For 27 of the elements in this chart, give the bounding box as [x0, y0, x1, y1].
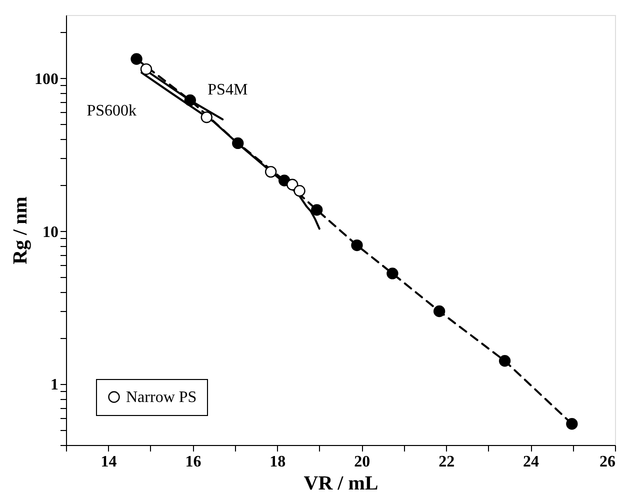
point — [130, 53, 142, 65]
y-tick-label: 1 — [50, 376, 58, 394]
y-axis-title: Rg / nm — [10, 196, 32, 264]
x-tick-label: 14 — [100, 454, 117, 470]
point — [433, 305, 446, 318]
x-tick-label: 20 — [354, 454, 370, 470]
x-tick-label: 18 — [270, 454, 286, 470]
x-tick-label: 26 — [600, 454, 616, 470]
x-tick-label: 24 — [523, 454, 540, 470]
series-label: PS4M — [208, 81, 248, 98]
point — [351, 239, 363, 252]
point — [498, 355, 511, 367]
x-tick-label: 16 — [185, 454, 202, 470]
y-tick-label: 10 — [42, 224, 58, 241]
x-tick-label: 22 — [438, 454, 455, 470]
series-label: PS600k — [86, 102, 136, 120]
point — [286, 178, 298, 190]
x-axis-title: VR / mL — [304, 472, 378, 494]
point — [200, 111, 212, 124]
point — [386, 268, 398, 280]
legend-label: Narrow PS — [126, 389, 197, 406]
point — [311, 204, 323, 216]
point — [140, 63, 152, 75]
point — [294, 184, 306, 197]
y-tick-label: 100 — [34, 70, 58, 88]
point — [566, 418, 578, 430]
point — [264, 166, 277, 178]
